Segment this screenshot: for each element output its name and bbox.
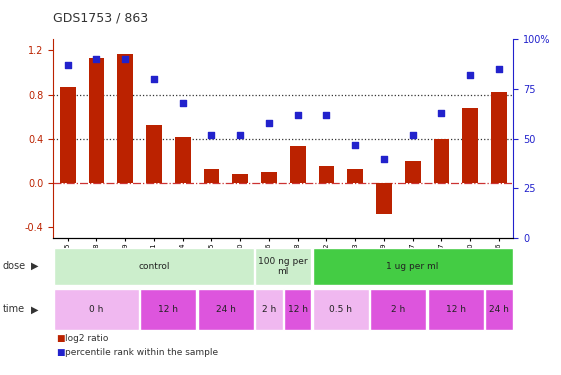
Point bbox=[149, 76, 158, 82]
Bar bbox=[54, 248, 254, 285]
Bar bbox=[255, 248, 311, 285]
Bar bbox=[434, 139, 449, 183]
Point bbox=[236, 132, 245, 138]
Text: 12 h: 12 h bbox=[446, 305, 466, 314]
Bar bbox=[232, 174, 248, 183]
Text: 0.5 h: 0.5 h bbox=[329, 305, 352, 314]
Text: log2 ratio: log2 ratio bbox=[65, 334, 108, 343]
Text: 100 ng per
ml: 100 ng per ml bbox=[259, 256, 308, 276]
Point bbox=[63, 62, 72, 68]
Bar bbox=[117, 54, 133, 183]
Text: 1 ug per ml: 1 ug per ml bbox=[387, 262, 439, 271]
Bar bbox=[261, 172, 277, 183]
Text: GDS1753 / 863: GDS1753 / 863 bbox=[53, 11, 149, 24]
Bar bbox=[427, 289, 484, 330]
Text: 2 h: 2 h bbox=[262, 305, 276, 314]
Text: time: time bbox=[3, 304, 25, 314]
Bar bbox=[89, 58, 104, 183]
Text: 24 h: 24 h bbox=[216, 305, 236, 314]
Bar bbox=[175, 136, 191, 183]
Bar bbox=[290, 147, 306, 183]
Bar bbox=[255, 289, 283, 330]
Text: ▶: ▶ bbox=[31, 261, 38, 271]
Text: 2 h: 2 h bbox=[391, 305, 406, 314]
Bar bbox=[491, 92, 507, 183]
Point bbox=[408, 132, 417, 138]
Bar bbox=[312, 289, 369, 330]
Text: control: control bbox=[138, 262, 169, 271]
Bar bbox=[485, 289, 513, 330]
Bar bbox=[405, 161, 421, 183]
Text: dose: dose bbox=[3, 261, 26, 271]
Point bbox=[178, 100, 187, 106]
Bar bbox=[146, 126, 162, 183]
Point bbox=[264, 120, 273, 126]
Bar bbox=[376, 183, 392, 214]
Bar bbox=[370, 289, 426, 330]
Text: 12 h: 12 h bbox=[158, 305, 178, 314]
Point bbox=[466, 72, 475, 78]
Bar bbox=[319, 166, 334, 183]
Bar bbox=[312, 248, 513, 285]
Text: 24 h: 24 h bbox=[489, 305, 509, 314]
Point bbox=[494, 66, 503, 72]
Text: ▶: ▶ bbox=[31, 304, 38, 314]
Bar bbox=[284, 289, 311, 330]
Text: 0 h: 0 h bbox=[89, 305, 104, 314]
Point bbox=[351, 142, 360, 148]
Point bbox=[437, 110, 446, 116]
Text: ■: ■ bbox=[56, 348, 65, 357]
Point bbox=[121, 56, 130, 62]
Text: 12 h: 12 h bbox=[288, 305, 307, 314]
Point bbox=[379, 156, 388, 162]
Point bbox=[293, 112, 302, 118]
Bar bbox=[204, 169, 219, 183]
Text: ■: ■ bbox=[56, 334, 65, 343]
Bar bbox=[54, 289, 139, 330]
Text: percentile rank within the sample: percentile rank within the sample bbox=[65, 348, 218, 357]
Point bbox=[92, 56, 101, 62]
Point bbox=[322, 112, 331, 118]
Bar bbox=[60, 87, 76, 183]
Bar bbox=[462, 108, 478, 183]
Point bbox=[207, 132, 216, 138]
Bar bbox=[197, 289, 254, 330]
Bar bbox=[140, 289, 196, 330]
Bar bbox=[347, 169, 363, 183]
